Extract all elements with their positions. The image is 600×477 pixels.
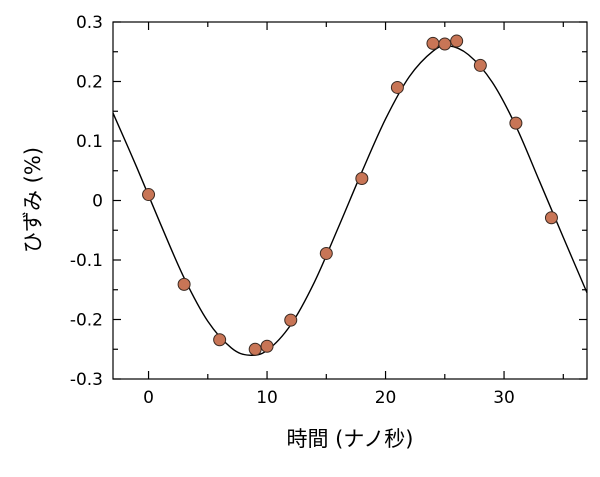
data-point [473,58,487,72]
data-point [213,333,227,347]
y-tick-label: 0 [92,192,103,212]
y-tick-label: 0.2 [76,73,103,93]
data-point [438,37,452,51]
data-point [177,277,191,291]
data-point [248,342,262,356]
x-tick-label: 10 [256,388,278,408]
data-point [426,36,440,50]
y-tick-label: -0.1 [70,251,103,271]
data-point [284,313,298,327]
plot-area [112,34,588,357]
y-tick-label: 0.3 [76,13,103,33]
data-point [355,171,369,185]
y-tick-label: -0.2 [70,311,103,331]
fit-curve [112,44,588,357]
y-axis-title: ひずみ (%) [21,147,45,253]
x-tick-label: 30 [493,388,515,408]
y-tick-label: 0.1 [76,132,103,152]
x-tick-label: 20 [375,388,397,408]
data-point [319,246,333,260]
y-axis-ticks: -0.3 -0.2 -0.1 0 0.1 0.2 0.3 [70,13,587,390]
data-point [142,188,156,202]
data-point [450,34,464,48]
data-point [544,211,558,225]
data-point [390,80,404,94]
data-point [509,116,523,130]
y-tick-label: -0.3 [70,370,103,390]
x-axis-title: 時間 (ナノ秒) [286,427,413,451]
data-point [260,339,274,353]
x-axis-ticks: 0 10 20 30 [143,22,564,408]
x-tick-label: 0 [143,388,154,408]
